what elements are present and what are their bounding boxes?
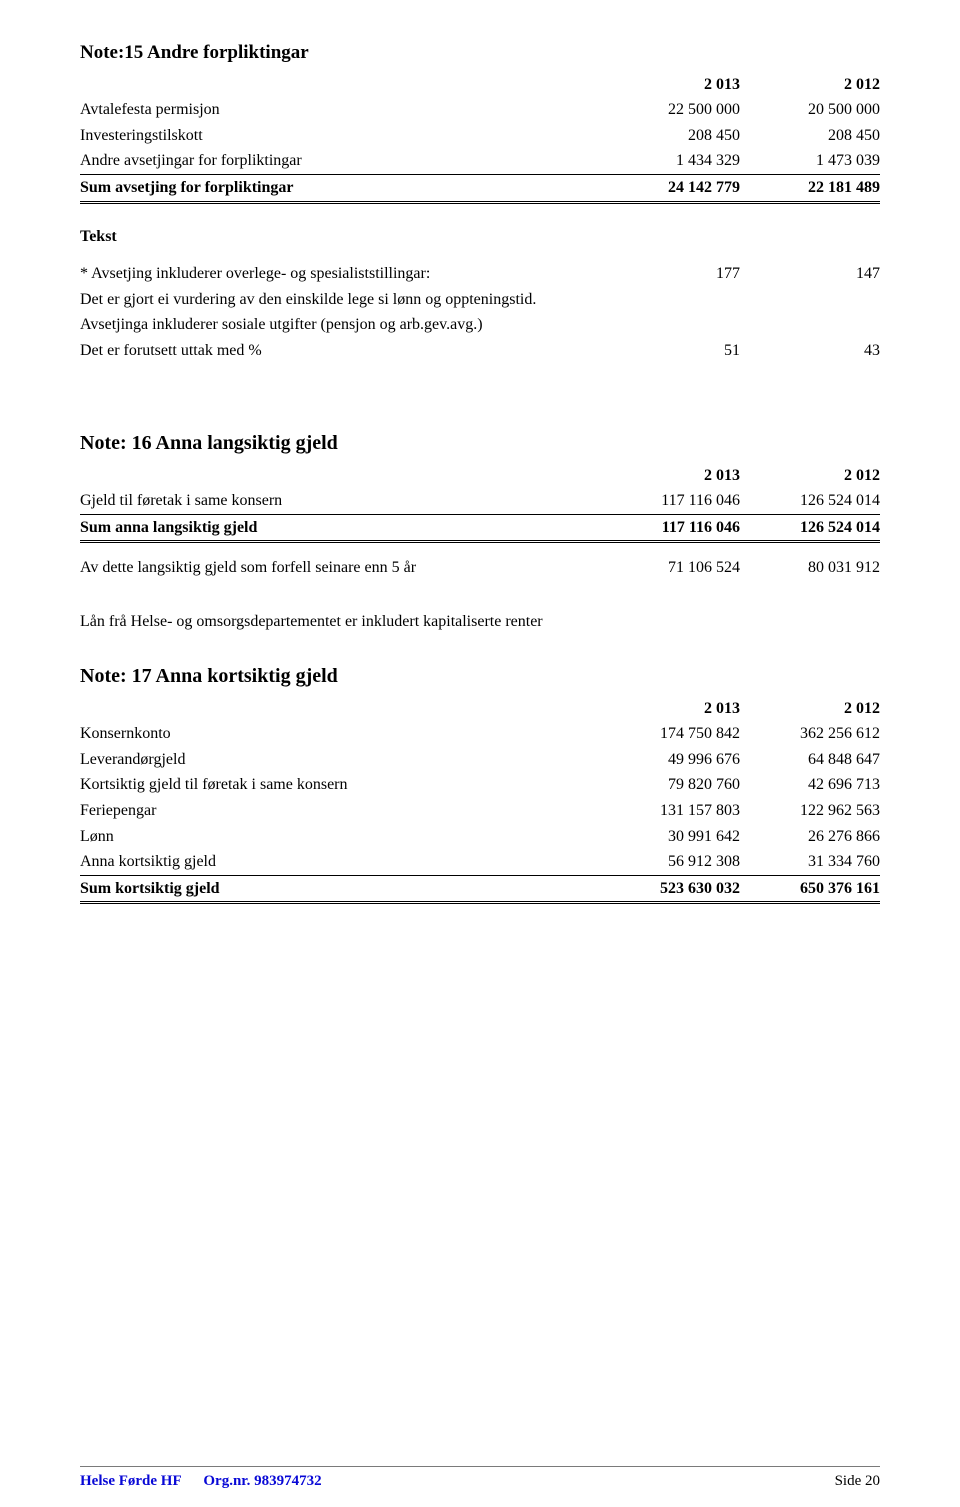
table-row: * Avsetjing inkluderer overlege- og spes…: [80, 261, 880, 287]
table-row: Andre avsetjingar for forpliktingar 1 43…: [80, 148, 880, 174]
sum-label: Sum kortsiktig gjeld: [80, 875, 600, 903]
note15-year2: 2 012: [740, 72, 880, 98]
row-c2: 64 848 647: [740, 747, 880, 773]
note17-year1: 2 013: [600, 696, 740, 722]
row-c1: 22 500 000: [600, 97, 740, 123]
footer-orgnr: Org.nr. 983974732: [203, 1473, 321, 1489]
row-c2: 1 473 039: [740, 148, 880, 174]
sum-c1: 117 116 046: [600, 514, 740, 542]
footer-company: Helse Førde HF: [80, 1473, 182, 1489]
row-label: Gjeld til føretak i same konsern: [80, 488, 600, 514]
tekst-line1: * Avsetjing inkluderer overlege- og spes…: [80, 261, 600, 287]
row-c2: 31 334 760: [740, 849, 880, 875]
row-label: Andre avsetjingar for forpliktingar: [80, 148, 600, 174]
tekst-line1-c2: 147: [740, 261, 880, 287]
row-c2: 20 500 000: [740, 97, 880, 123]
row-label: Anna kortsiktig gjeld: [80, 849, 600, 875]
table-row: Det er forutsett uttak med % 51 43: [80, 338, 880, 364]
row-c2: 26 276 866: [740, 824, 880, 850]
table-row: Investeringstilskott 208 450 208 450: [80, 123, 880, 149]
page-footer: Helse Førde HF Org.nr. 983974732 Side 20: [80, 1466, 880, 1491]
note17-table: 2 013 2 012 Konsernkonto 174 750 842 362…: [80, 696, 880, 905]
row-c1: 117 116 046: [600, 488, 740, 514]
blank-cell: [80, 72, 600, 98]
footer-page: Side 20: [835, 1471, 880, 1491]
sum-label: Sum avsetjing for forpliktingar: [80, 175, 600, 203]
blank-cell: [80, 463, 600, 489]
row-c2: 362 256 612: [740, 721, 880, 747]
row-c2: 42 696 713: [740, 772, 880, 798]
tekst-line4-c2: 43: [740, 338, 880, 364]
mid-c1: 71 106 524: [600, 542, 740, 593]
row-label: Feriepengar: [80, 798, 600, 824]
tekst-line3: Avsetjinga inkluderer sosiale utgifter (…: [80, 312, 880, 338]
tekst-line2: Det er gjort ei vurdering av den einskil…: [80, 287, 880, 313]
note16-para: Lån frå Helse- og omsorgsdepartementet e…: [80, 611, 880, 633]
note16-table: 2 013 2 012 Gjeld til føretak i same kon…: [80, 463, 880, 593]
row-label: Kortsiktig gjeld til føretak i same kons…: [80, 772, 600, 798]
row-c2: 122 962 563: [740, 798, 880, 824]
note15-title: Note:15 Andre forpliktingar: [80, 40, 880, 66]
note16-mid-row: Av dette langsiktig gjeld som forfell se…: [80, 542, 880, 593]
table-row: Feriepengar 131 157 803 122 962 563: [80, 798, 880, 824]
footer-left: Helse Førde HF Org.nr. 983974732: [80, 1471, 322, 1491]
row-c2: 126 524 014: [740, 488, 880, 514]
row-label: Leverandørgjeld: [80, 747, 600, 773]
tekst-heading: Tekst: [80, 226, 880, 248]
table-row: Kortsiktig gjeld til føretak i same kons…: [80, 772, 880, 798]
note16-year1: 2 013: [600, 463, 740, 489]
row-c1: 1 434 329: [600, 148, 740, 174]
row-c1: 174 750 842: [600, 721, 740, 747]
blank-cell: [80, 696, 600, 722]
sum-c2: 126 524 014: [740, 514, 880, 542]
row-label: Investeringstilskott: [80, 123, 600, 149]
row-c1: 56 912 308: [600, 849, 740, 875]
sum-label: Sum anna langsiktig gjeld: [80, 514, 600, 542]
table-row: Leverandørgjeld 49 996 676 64 848 647: [80, 747, 880, 773]
tekst-line4: Det er forutsett uttak med %: [80, 338, 600, 364]
table-row: Avsetjinga inkluderer sosiale utgifter (…: [80, 312, 880, 338]
row-label: Lønn: [80, 824, 600, 850]
row-label: Avtalefesta permisjon: [80, 97, 600, 123]
table-row: Gjeld til føretak i same konsern 117 116…: [80, 488, 880, 514]
sum-c2: 22 181 489: [740, 175, 880, 203]
note16-year2: 2 012: [740, 463, 880, 489]
note15-year1: 2 013: [600, 72, 740, 98]
note17-title: Note: 17 Anna kortsiktig gjeld: [80, 663, 880, 690]
note17-sum-row: Sum kortsiktig gjeld 523 630 032 650 376…: [80, 875, 880, 903]
row-label: Konsernkonto: [80, 721, 600, 747]
sum-c1: 24 142 779: [600, 175, 740, 203]
tekst-line4-c1: 51: [600, 338, 740, 364]
tekst-table: * Avsetjing inkluderer overlege- og spes…: [80, 261, 880, 363]
table-row: Anna kortsiktig gjeld 56 912 308 31 334 …: [80, 849, 880, 875]
table-row: Avtalefesta permisjon 22 500 000 20 500 …: [80, 97, 880, 123]
note16-sum-row: Sum anna langsiktig gjeld 117 116 046 12…: [80, 514, 880, 542]
row-c1: 208 450: [600, 123, 740, 149]
row-c1: 79 820 760: [600, 772, 740, 798]
note17-year2: 2 012: [740, 696, 880, 722]
mid-label: Av dette langsiktig gjeld som forfell se…: [80, 542, 600, 593]
note15-table: 2 013 2 012 Avtalefesta permisjon 22 500…: [80, 72, 880, 204]
table-row: Det er gjort ei vurdering av den einskil…: [80, 287, 880, 313]
table-row: Lønn 30 991 642 26 276 866: [80, 824, 880, 850]
table-row: Konsernkonto 174 750 842 362 256 612: [80, 721, 880, 747]
row-c1: 49 996 676: [600, 747, 740, 773]
tekst-line1-c1: 177: [600, 261, 740, 287]
row-c2: 208 450: [740, 123, 880, 149]
note16-title: Note: 16 Anna langsiktig gjeld: [80, 430, 880, 457]
mid-c2: 80 031 912: [740, 542, 880, 593]
sum-c1: 523 630 032: [600, 875, 740, 903]
row-c1: 131 157 803: [600, 798, 740, 824]
note15-sum-row: Sum avsetjing for forpliktingar 24 142 7…: [80, 175, 880, 203]
sum-c2: 650 376 161: [740, 875, 880, 903]
row-c1: 30 991 642: [600, 824, 740, 850]
